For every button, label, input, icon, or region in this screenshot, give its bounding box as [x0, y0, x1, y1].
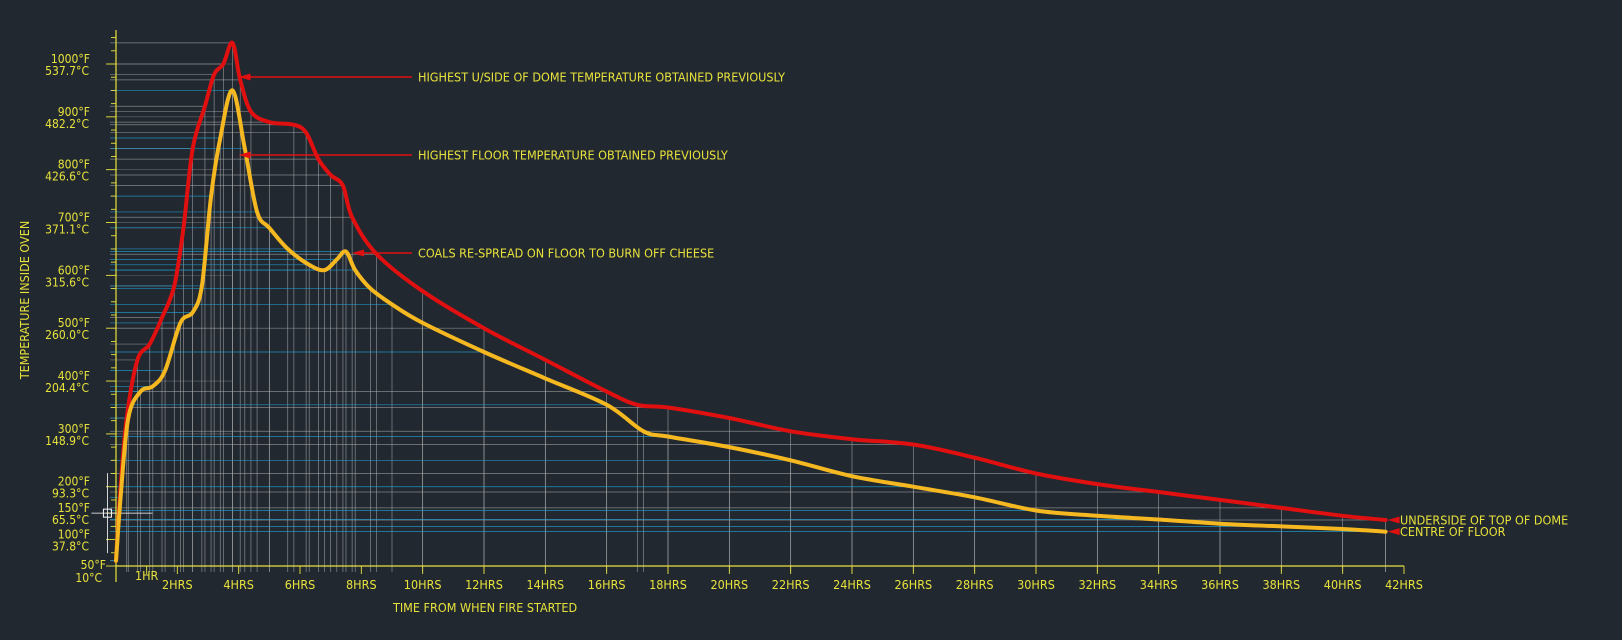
x-tick-label: 36HRS — [1201, 577, 1239, 592]
y-tick-label-c: 204.4°C — [45, 381, 89, 395]
y-tick-label-c: 371.1°C — [45, 223, 89, 237]
y-tick-label-c: 10°C — [75, 571, 102, 585]
y-tick-label-c: 37.8°C — [52, 540, 89, 554]
y-tick-label-f: 50°F — [81, 558, 106, 572]
axes — [91, 30, 1405, 582]
y-tick-label-c: 482.2°C — [45, 117, 89, 131]
x-tick-label: 42HRS — [1385, 577, 1423, 592]
x-tick-label: 8HRS — [346, 577, 377, 592]
y-tick-label-c: 93.3°C — [52, 487, 89, 501]
y-tick-label-f: 700°F — [58, 211, 90, 225]
y-tick-label-f: 150°F — [58, 501, 90, 515]
annotation-label: COALS RE-SPREAD ON FLOOR TO BURN OFF CHE… — [418, 246, 714, 261]
x-tick-label: 40HRS — [1324, 577, 1362, 592]
x-tick-label: 4HRS — [223, 577, 254, 592]
y-tick-label-c: 148.9°C — [45, 434, 89, 448]
y-tick-label-c: 537.7°C — [45, 64, 89, 78]
y-tick-label-f: 600°F — [58, 263, 90, 277]
legend-dome: UNDERSIDE OF TOP OF DOME — [1400, 513, 1568, 528]
annotation-label: HIGHEST FLOOR TEMPERATURE OBTAINED PREVI… — [418, 148, 728, 163]
x-tick-label: 10HRS — [404, 577, 442, 592]
x-axis-title: TIME FROM WHEN FIRE STARTED — [392, 600, 577, 615]
annotation-arrowhead — [238, 151, 251, 159]
x-tick-label: 28HRS — [956, 577, 994, 592]
x-tick-label: 6HRS — [285, 577, 316, 592]
floor-temperature-line — [114, 88, 1388, 563]
y-tick-label-f: 200°F — [58, 475, 90, 489]
x-tick-label: 1HR — [135, 568, 159, 583]
legend-arrowhead — [1387, 516, 1400, 524]
y-tick-label-c: 260.0°C — [45, 328, 89, 342]
y-tick-label-f: 100°F — [58, 528, 90, 542]
grid — [106, 42, 1386, 572]
x-tick-label: 16HRS — [588, 577, 626, 592]
x-tick-label: 14HRS — [526, 577, 564, 592]
y-tick-label-c: 65.5°C — [52, 513, 89, 527]
y-tick-label-f: 1000°F — [51, 52, 90, 66]
y-tick-label-c: 315.6°C — [45, 275, 89, 289]
x-tick-label: 22HRS — [772, 577, 810, 592]
y-tick-label-f: 300°F — [58, 422, 90, 436]
x-tick-label: 18HRS — [649, 577, 687, 592]
y-tick-label-f: 800°F — [58, 158, 90, 172]
x-tick-label: 2HRS — [162, 577, 193, 592]
y-tick-label-f: 900°F — [58, 105, 90, 119]
y-tick-label-c: 426.6°C — [45, 170, 89, 184]
legend-floor: CENTRE OF FLOOR — [1400, 524, 1506, 539]
dome-temperature-line — [114, 40, 1388, 563]
x-tick-label: 38HRS — [1262, 577, 1300, 592]
legend-arrowhead — [1387, 528, 1400, 536]
annotation-arrowhead — [352, 249, 364, 257]
x-tick-label: 24HRS — [833, 577, 871, 592]
x-tick-label: 34HRS — [1140, 577, 1178, 592]
y-tick-label-f: 400°F — [58, 369, 90, 383]
x-tick-label: 32HRS — [1078, 577, 1116, 592]
y-tick-label-f: 500°F — [58, 316, 90, 330]
annotations: HIGHEST U/SIDE OF DOME TEMPERATURE OBTAI… — [238, 70, 785, 261]
x-tick-label: 26HRS — [894, 577, 932, 592]
x-tick-label: 12HRS — [465, 577, 503, 592]
series-lines — [114, 40, 1388, 563]
annotation-arrowhead — [238, 73, 251, 81]
cursor-box — [102, 508, 112, 518]
x-tick-label: 30HRS — [1017, 577, 1055, 592]
annotation-label: HIGHEST U/SIDE OF DOME TEMPERATURE OBTAI… — [418, 70, 785, 85]
x-tick-label: 20HRS — [710, 577, 748, 592]
y-axis-title: TEMPERATURE INSIDE OVEN — [17, 221, 32, 381]
